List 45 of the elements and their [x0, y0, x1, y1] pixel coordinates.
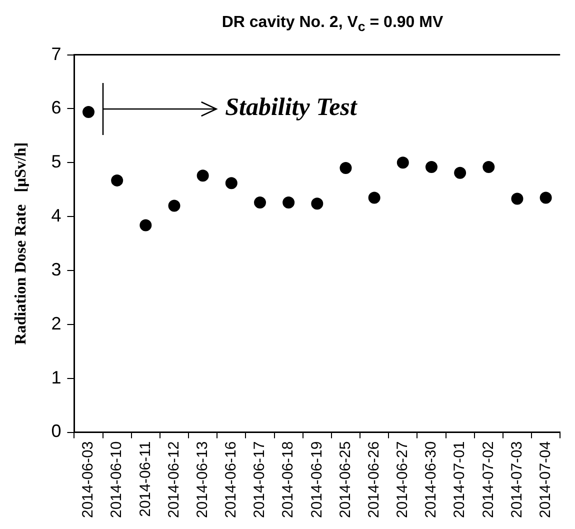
y-axis-title: Radiation Dose Rate [μSv/h]	[12, 142, 30, 345]
point	[425, 160, 438, 173]
x-tick-label: 2014-06-25	[336, 441, 354, 518]
point	[111, 174, 124, 186]
point	[311, 198, 324, 210]
point	[482, 160, 495, 173]
y-tick-label: 6	[51, 98, 62, 118]
x-tick-label: 2014-07-03	[508, 441, 526, 518]
x-tick-label: 2014-07-01	[451, 441, 468, 518]
y-tick-label: 3	[51, 259, 62, 280]
point	[254, 196, 266, 209]
y-tick-label: 4	[51, 206, 62, 226]
x-tick-label: 2014-06-16	[222, 441, 240, 518]
x-tick-label: 2014-06-10	[108, 441, 126, 518]
y-tick-label: 2	[51, 313, 62, 334]
x-tick-label: 2014-07-04	[536, 441, 554, 518]
y-tick-label: 7	[51, 44, 62, 64]
point	[340, 162, 352, 174]
point	[225, 177, 238, 190]
point	[540, 192, 552, 204]
x-tick-label: 2014-06-26	[365, 441, 382, 518]
x-tick-label: 2014-06-17	[251, 441, 268, 518]
point	[282, 196, 295, 209]
x-tick-label: 2014-06-13	[194, 441, 211, 518]
point	[368, 192, 380, 204]
y-tick-label: 1	[51, 367, 62, 388]
annotation: Stability Test	[225, 94, 358, 122]
x-tick-label: 2014-06-03	[80, 441, 97, 518]
x-tick-label: 2014-06-27	[394, 441, 412, 518]
y-tick-label: 0	[51, 421, 62, 442]
point	[454, 166, 466, 179]
x-tick-label: 2014-07-02	[480, 441, 497, 518]
point	[168, 200, 180, 212]
x-tick-label: 2014-06-18	[280, 441, 297, 518]
point	[511, 192, 524, 205]
chart-title: DR cavity No. 2, V$_{c}$ = 0.90 MV	[220, 13, 444, 36]
x-tick-label: 2014-06-11	[136, 441, 154, 517]
x-tick-label: 2014-06-30	[422, 441, 440, 518]
point	[396, 156, 409, 169]
x-tick-label: 2014-06-19	[308, 441, 326, 518]
point	[196, 170, 209, 182]
point	[82, 106, 94, 118]
x-tick-label: 2014-06-12	[165, 441, 182, 518]
y-tick-label: 5	[51, 152, 62, 172]
point	[140, 219, 152, 232]
